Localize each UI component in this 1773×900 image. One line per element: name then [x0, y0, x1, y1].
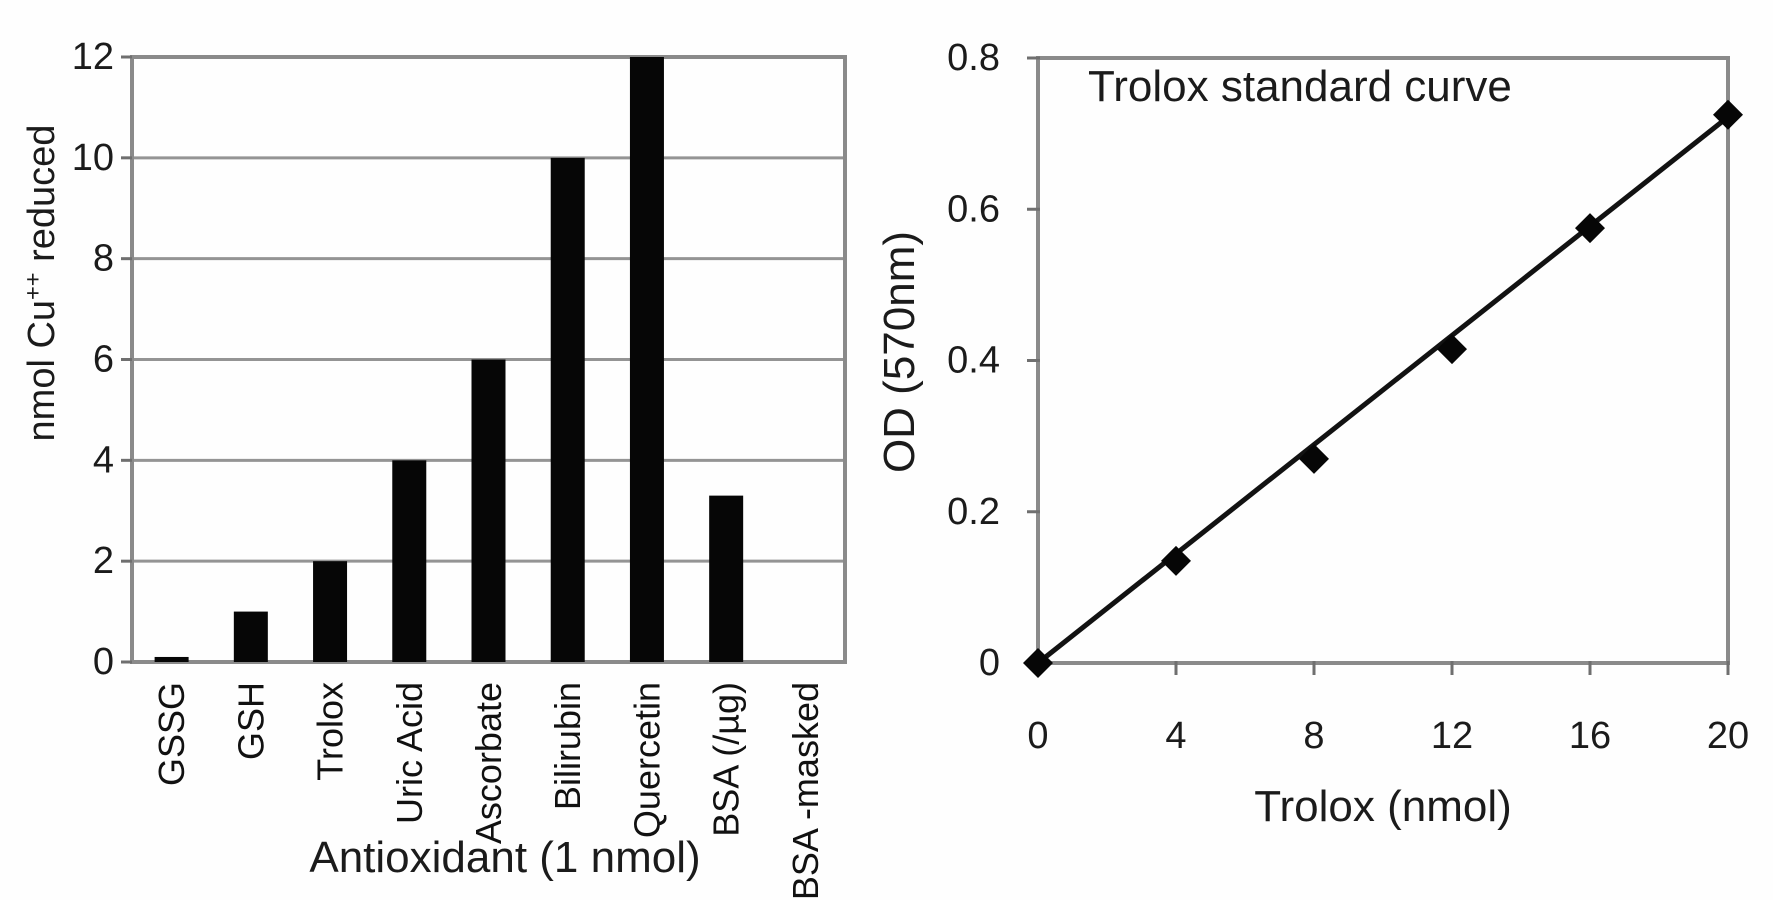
- y-tick-label-8: 8: [93, 238, 114, 280]
- data-point-4nmol: [1161, 545, 1191, 576]
- bar-Quercetin: [629, 57, 664, 662]
- x-tick-label-4: 4: [1165, 715, 1186, 757]
- y-tick-label-12: 12: [72, 36, 114, 78]
- y-tick-label-10: 10: [72, 137, 114, 179]
- y-tick-label-2: 2: [93, 540, 114, 582]
- y-tick-label-0: 0: [93, 641, 114, 683]
- x-tick-label-8: 8: [1303, 715, 1324, 757]
- x-tick-label-20: 20: [1707, 715, 1749, 757]
- x-tick-label-12: 12: [1431, 715, 1473, 757]
- bar-Ascorbate: [471, 359, 506, 662]
- bar-GSSG: [154, 656, 189, 662]
- scatter-chart-xlabel: Trolox (nmol): [1254, 782, 1512, 831]
- bar-Bilirubin: [550, 157, 585, 663]
- category-label-GSH: GSH: [230, 682, 271, 760]
- y-tick-label-4: 4: [93, 439, 114, 481]
- bar-chart-ylabel-superscript: ++: [19, 272, 46, 300]
- data-point-12nmol: [1437, 334, 1467, 365]
- scatter-chart-title: Trolox standard curve: [1088, 62, 1512, 111]
- bar-BSA (/µg): [709, 495, 744, 662]
- scatter-chart-ylabel: OD (570nm): [875, 230, 924, 474]
- y-tick-label-0.6: 0.6: [947, 188, 1000, 230]
- data-point-16nmol: [1575, 213, 1605, 244]
- trendline: [1036, 115, 1730, 665]
- x-tick-label-0: 0: [1027, 715, 1048, 757]
- bar-Uric Acid: [392, 460, 427, 662]
- bar-chart-ylabel-prefix: nmol Cu: [21, 299, 63, 442]
- category-label-BSA -masked: BSA -masked: [785, 682, 826, 900]
- category-label-Uric Acid: Uric Acid: [389, 682, 430, 824]
- bar-chart-ylabel-suffix: reduced: [21, 124, 63, 273]
- bar-GSH: [233, 611, 268, 662]
- category-label-Quercetin: Quercetin: [626, 682, 667, 838]
- category-label-Ascorbate: Ascorbate: [468, 682, 509, 844]
- data-point-0nmol: [1023, 648, 1053, 678]
- data-point-8nmol: [1299, 443, 1329, 474]
- category-label-BSA (/µg): BSA (/µg): [706, 682, 747, 837]
- category-label-GSSG: GSSG: [151, 682, 192, 786]
- scatter-chart-trolox-standard: 0 0.2 0.4 0.6 0.8 0 4 8 12 16 20: [947, 37, 1749, 757]
- y-tick-label-0.8: 0.8: [947, 37, 1000, 79]
- bar-chart-antioxidants: 0 2 4 6 8 10 12 GSSG GSH Trolox Uric Acid Ascorbate…: [72, 36, 847, 900]
- category-label-Trolox: Trolox: [310, 682, 351, 781]
- category-label-Bilirubin: Bilirubin: [547, 682, 588, 810]
- bar-chart-ylabel: nmol Cu++ reduced: [17, 123, 67, 443]
- y-tick-label-0.4: 0.4: [947, 340, 1000, 382]
- bar-chart-xlabel: Antioxidant (1 nmol): [309, 833, 701, 882]
- data-point-20nmol: [1713, 99, 1743, 130]
- bar-Trolox: [313, 561, 348, 662]
- y-tick-label-6: 6: [93, 339, 114, 381]
- y-tick-label-0: 0: [979, 642, 1000, 684]
- plot-border: [1036, 56, 1730, 665]
- x-tick-label-16: 16: [1569, 715, 1611, 757]
- y-tick-label-0.2: 0.2: [947, 491, 1000, 533]
